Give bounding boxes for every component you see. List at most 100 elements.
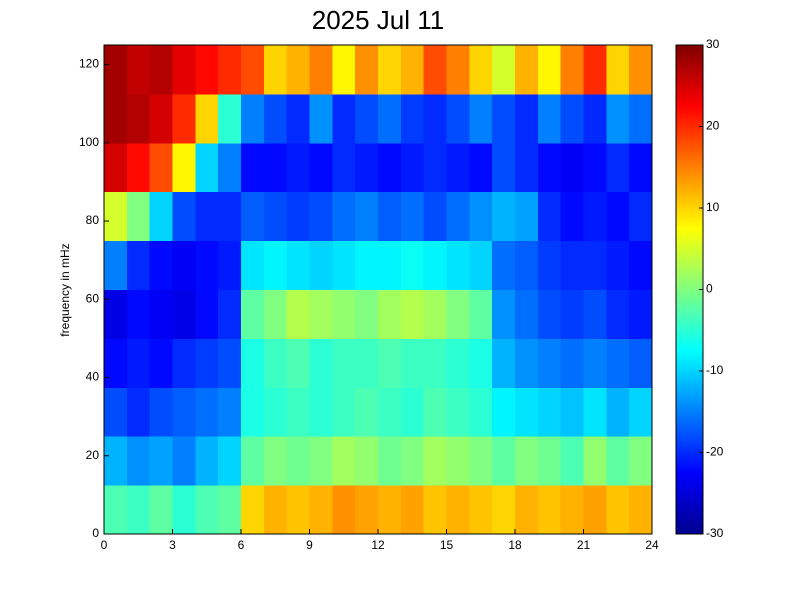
cell xyxy=(560,191,584,242)
cell xyxy=(492,485,516,535)
x-tick-label: 3 xyxy=(169,538,176,552)
cell xyxy=(172,191,196,242)
cell xyxy=(492,289,516,339)
cell xyxy=(537,142,562,193)
cell xyxy=(537,45,562,95)
cell xyxy=(469,191,493,242)
cell xyxy=(629,45,653,95)
cell xyxy=(583,387,607,437)
cell xyxy=(537,387,562,437)
cell xyxy=(537,485,562,535)
cell xyxy=(149,387,173,437)
cell xyxy=(583,93,607,144)
cell xyxy=(583,338,607,388)
cell xyxy=(446,485,470,535)
cell xyxy=(378,338,402,388)
y-tick-label: 80 xyxy=(86,213,100,227)
cell xyxy=(423,485,447,535)
cell xyxy=(195,387,219,437)
cell xyxy=(400,142,425,193)
cell xyxy=(241,93,265,144)
cell xyxy=(241,338,265,388)
cell xyxy=(172,338,196,388)
cell xyxy=(309,45,333,95)
cell xyxy=(446,338,470,388)
cell xyxy=(515,240,539,290)
cell xyxy=(332,142,356,193)
cell xyxy=(400,436,425,486)
cell xyxy=(218,240,242,290)
cell xyxy=(560,436,584,486)
cell xyxy=(492,45,516,95)
cell xyxy=(537,240,562,290)
cell xyxy=(241,45,265,95)
cell xyxy=(126,45,151,95)
cell xyxy=(195,45,219,95)
x-tick-label: 15 xyxy=(440,538,454,552)
cell xyxy=(309,142,333,193)
cell xyxy=(149,338,173,388)
cell xyxy=(104,436,128,486)
y-tick-label: 120 xyxy=(79,57,99,71)
cell xyxy=(378,142,402,193)
cell xyxy=(446,289,470,339)
cell xyxy=(286,191,310,242)
cell xyxy=(126,93,151,144)
cell xyxy=(515,338,539,388)
cell xyxy=(583,191,607,242)
cell xyxy=(355,240,379,290)
cell xyxy=(492,436,516,486)
cell xyxy=(560,289,584,339)
cell xyxy=(423,142,447,193)
cell xyxy=(537,436,562,486)
cell xyxy=(560,142,584,193)
colorbar-tick-label: 10 xyxy=(706,200,720,214)
cell xyxy=(172,485,196,535)
cell xyxy=(286,436,310,486)
cell xyxy=(400,240,425,290)
x-tick-label: 24 xyxy=(645,538,659,552)
cell xyxy=(469,289,493,339)
y-tick-label: 60 xyxy=(86,291,100,305)
cell xyxy=(218,45,242,95)
cell xyxy=(286,338,310,388)
cell xyxy=(263,436,288,486)
cell xyxy=(492,240,516,290)
cell xyxy=(309,338,333,388)
cell xyxy=(355,387,379,437)
cell xyxy=(149,142,173,193)
cell xyxy=(400,93,425,144)
cell xyxy=(446,191,470,242)
cell xyxy=(469,45,493,95)
cell xyxy=(195,142,219,193)
y-tick-label: 0 xyxy=(92,526,99,540)
cell xyxy=(332,387,356,437)
cell xyxy=(104,485,128,535)
cell xyxy=(309,436,333,486)
cell xyxy=(606,485,630,535)
cell xyxy=(629,142,653,193)
cell xyxy=(195,191,219,242)
cell xyxy=(172,436,196,486)
cell xyxy=(286,240,310,290)
cell xyxy=(263,485,288,535)
cell xyxy=(400,387,425,437)
cell xyxy=(606,142,630,193)
cell xyxy=(104,338,128,388)
cell xyxy=(629,191,653,242)
cell xyxy=(286,387,310,437)
cell xyxy=(469,387,493,437)
cell xyxy=(423,45,447,95)
cell xyxy=(104,191,128,242)
cell xyxy=(149,93,173,144)
cell xyxy=(423,289,447,339)
cell xyxy=(172,289,196,339)
cell xyxy=(355,93,379,144)
cell xyxy=(629,240,653,290)
cell xyxy=(241,191,265,242)
cell xyxy=(560,338,584,388)
cell xyxy=(218,93,242,144)
cell xyxy=(309,240,333,290)
cell xyxy=(218,289,242,339)
